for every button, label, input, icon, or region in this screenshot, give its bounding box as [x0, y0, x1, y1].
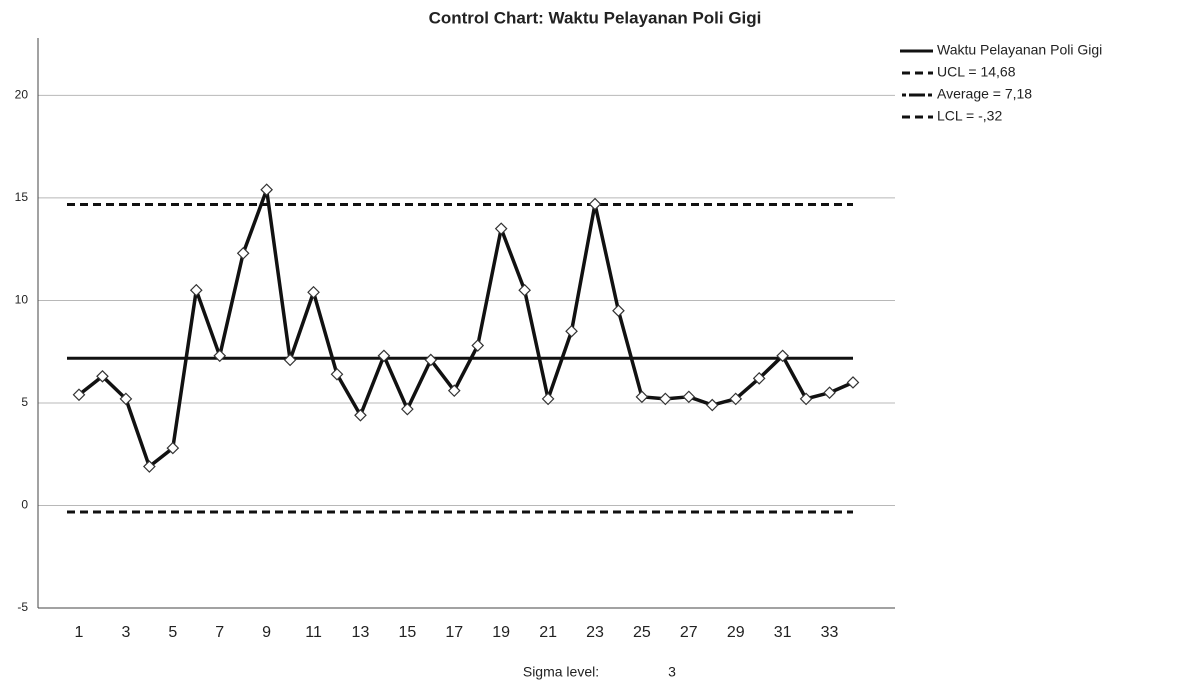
data-point [565, 324, 578, 338]
y-tick-label: -5 [17, 600, 28, 614]
data-point [307, 285, 320, 299]
data-point [799, 392, 813, 406]
x-tick-label: 11 [305, 624, 322, 641]
data-point [213, 349, 227, 363]
data-point [588, 197, 602, 211]
data-point [541, 392, 555, 406]
data-point [354, 408, 367, 422]
data-point [705, 398, 719, 412]
x-tick-label: 31 [774, 624, 792, 641]
data-point [260, 183, 273, 197]
chart-title: Control Chart: Waktu Pelayanan Poli Gigi [429, 8, 762, 27]
x-tick-label: 17 [445, 624, 463, 641]
data-point [119, 392, 133, 406]
x-tick-label: 3 [121, 624, 130, 641]
data-point [752, 372, 766, 385]
x-tick-label: 9 [262, 624, 271, 641]
data-point [518, 283, 531, 297]
data-point [283, 353, 297, 367]
data-point [377, 349, 391, 363]
x-tick-label: 27 [680, 624, 698, 641]
legend-label: Waktu Pelayanan Poli Gigi [937, 42, 1102, 58]
data-point [659, 392, 672, 406]
legend-label: LCL = -,32 [937, 108, 1002, 124]
x-tick-label: 25 [633, 624, 651, 641]
data-point [96, 369, 109, 383]
legend-label: UCL = 14,68 [937, 64, 1016, 80]
data-point [635, 390, 649, 404]
x-tick-label: 15 [398, 624, 416, 641]
data-point [143, 460, 156, 473]
y-tick-label: 20 [15, 88, 29, 102]
y-tick-label: 10 [15, 293, 29, 307]
data-point [776, 349, 789, 363]
data-point [236, 246, 250, 260]
x-tick-label: 7 [215, 624, 224, 641]
data-point [447, 384, 461, 398]
data-point [401, 402, 414, 416]
x-tick-label: 13 [352, 624, 370, 641]
x-tick-label: 21 [539, 624, 557, 641]
y-tick-label: 5 [21, 395, 28, 409]
series-line [77, 187, 854, 469]
x-tick-label: 1 [75, 624, 84, 641]
x-tick-label: 23 [586, 624, 604, 641]
data-point [330, 367, 344, 381]
footer-value: 3 [668, 664, 676, 680]
y-tick-label: 15 [15, 190, 29, 204]
data-point [823, 386, 836, 400]
data-point [424, 353, 438, 367]
data-point [471, 339, 485, 352]
data-point [189, 283, 203, 297]
data-point [72, 388, 86, 402]
footer-label: Sigma level: [523, 664, 599, 680]
data-point [612, 304, 625, 318]
x-tick-label: 29 [727, 624, 745, 641]
data-point [846, 376, 860, 389]
x-tick-label: 5 [168, 624, 177, 641]
data-point [494, 222, 508, 236]
x-tick-label: 33 [821, 624, 839, 641]
data-point [682, 390, 696, 404]
x-tick-label: 19 [492, 624, 510, 641]
y-tick-label: 0 [21, 498, 28, 512]
data-point [166, 441, 180, 455]
legend-label: Average = 7,18 [937, 86, 1032, 102]
data-point [729, 392, 743, 406]
